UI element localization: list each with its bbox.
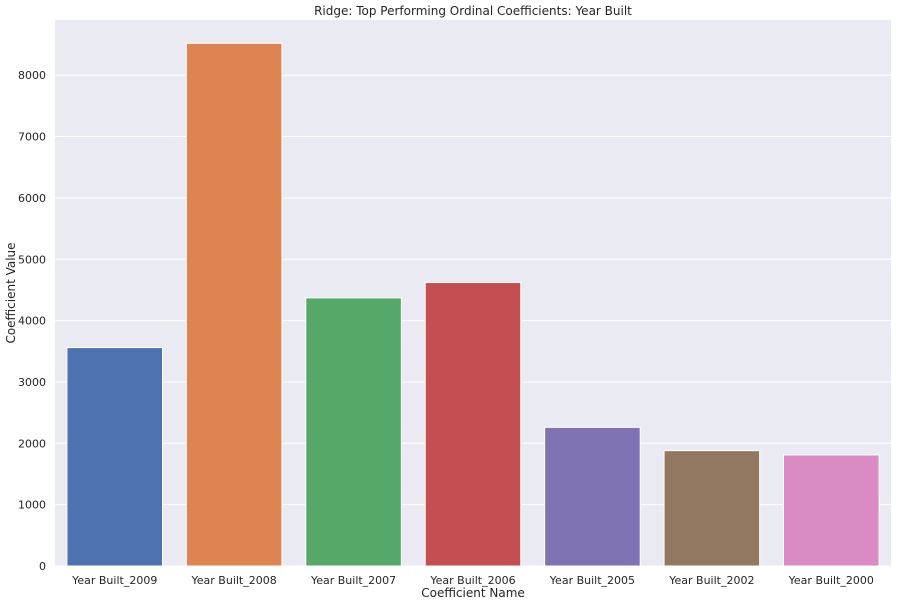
y-axis-title: Coefficient Value bbox=[4, 242, 18, 343]
bar bbox=[66, 347, 163, 567]
y-tick-label: 6000 bbox=[18, 192, 46, 205]
y-tick-label: 1000 bbox=[18, 499, 46, 512]
y-tick-label: 0 bbox=[39, 560, 46, 573]
x-tick-label: Year Built_2000 bbox=[788, 574, 874, 587]
x-tick-label: Year Built_2005 bbox=[549, 574, 635, 587]
y-tick-label: 4000 bbox=[18, 315, 46, 328]
y-tick-label: 7000 bbox=[18, 131, 46, 144]
x-tick-label: Year Built_2006 bbox=[429, 574, 515, 587]
x-tick-label: Year Built_2002 bbox=[668, 574, 754, 587]
x-tick-label: Year Built_2008 bbox=[191, 574, 277, 587]
x-tick-labels: Year Built_2009 Year Built_2008 Year Built… bbox=[71, 574, 874, 587]
bar bbox=[544, 426, 641, 567]
y-tick-label: 8000 bbox=[18, 69, 46, 82]
x-tick-label: Year Built_2009 bbox=[71, 574, 157, 587]
bar bbox=[783, 454, 880, 567]
x-axis-title: Coefficient Name bbox=[421, 586, 525, 600]
y-tick-label: 3000 bbox=[18, 376, 46, 389]
y-tick-labels: 0 1000 2000 3000 4000 5000 6000 7000 8000 bbox=[18, 69, 46, 573]
bar bbox=[185, 42, 283, 567]
bar bbox=[305, 297, 402, 567]
x-tick-label: Year Built_2007 bbox=[310, 574, 396, 587]
bar bbox=[424, 282, 522, 567]
y-tick-label: 2000 bbox=[18, 437, 46, 450]
bars bbox=[66, 42, 880, 567]
bar bbox=[663, 450, 761, 567]
y-tick-label: 5000 bbox=[18, 253, 46, 266]
chart-title: Ridge: Top Performing Ordinal Coefficien… bbox=[314, 4, 632, 18]
